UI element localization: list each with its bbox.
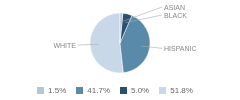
svg-text:BLACK: BLACK	[164, 12, 187, 19]
html-text:51.8%: 51.8%	[170, 86, 193, 95]
svg-text:HISPANIC: HISPANIC	[164, 45, 197, 52]
svg-text:ASIAN: ASIAN	[164, 4, 185, 11]
html-text:1.5%: 1.5%	[48, 86, 67, 95]
html-text:41.7%: 41.7%	[87, 86, 110, 95]
html-text:5.0%: 5.0%	[131, 86, 150, 95]
svg-text:WHITE: WHITE	[53, 42, 76, 49]
